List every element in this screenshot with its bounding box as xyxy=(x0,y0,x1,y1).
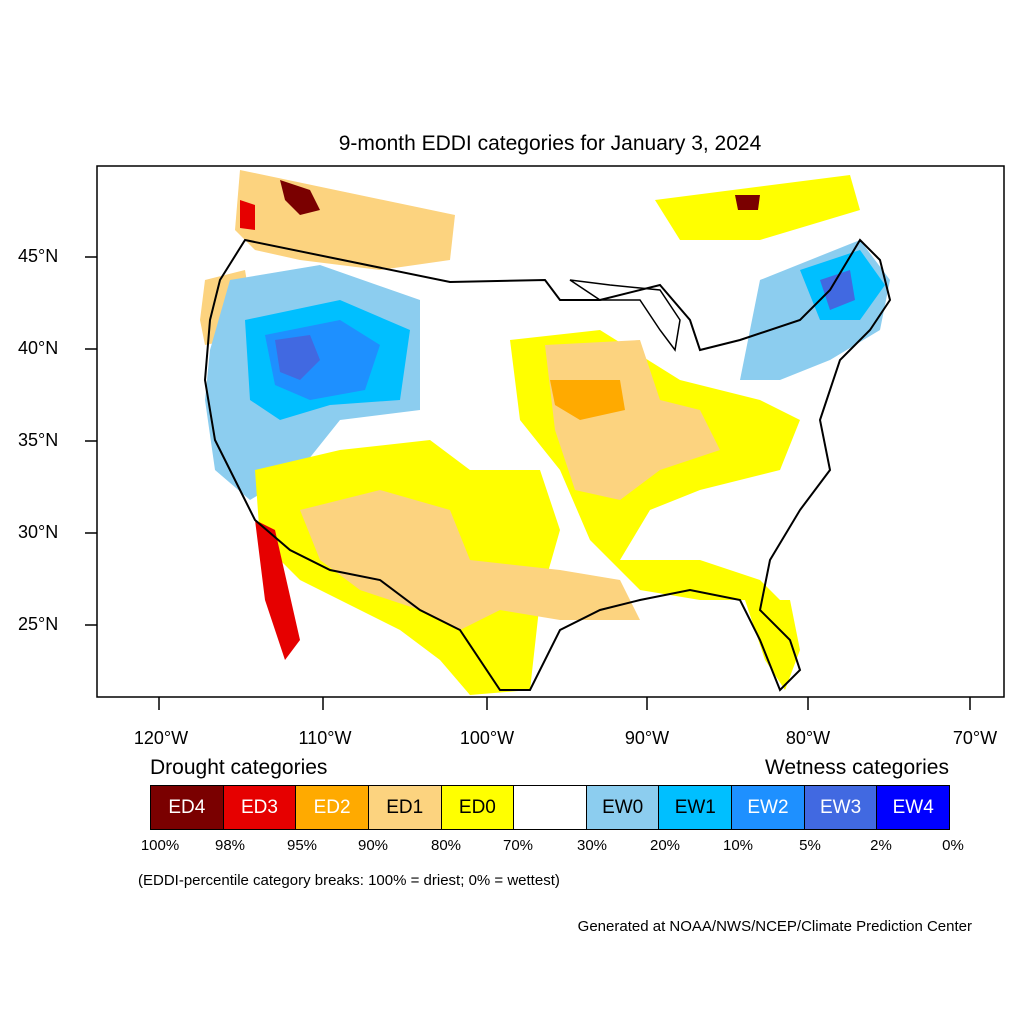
region-ed1-southwest xyxy=(300,490,640,630)
legend-swatch-ed2: ED2 xyxy=(296,786,369,829)
region-ed4-great-lakes xyxy=(735,195,760,210)
legend-label-ew4: EW4 xyxy=(892,796,934,818)
region-ed3-northwest xyxy=(240,200,255,230)
wetness-categories-heading: Wetness categories xyxy=(764,756,949,779)
break-label: 90% xyxy=(357,837,389,854)
lat-label-25: 25°N xyxy=(18,614,59,634)
category-breaks-note: (EDDI-percentile category breaks: 100% =… xyxy=(138,872,560,889)
legend-label-ew2: EW2 xyxy=(747,796,789,818)
lat-label-45: 45°N xyxy=(18,246,59,266)
legend-swatch-ew2: EW2 xyxy=(732,786,805,829)
lat-label-35: 35°N xyxy=(18,430,59,450)
lon-label-110: 110°W xyxy=(298,728,352,748)
break-label: 80% xyxy=(430,837,462,854)
break-label: 2% xyxy=(870,837,892,854)
legend-swatch-ew4: EW4 xyxy=(877,786,950,829)
legend-swatch-ed0: ED0 xyxy=(441,786,515,829)
legend-swatch-ed4: ED4 xyxy=(151,786,224,829)
legend-swatch-neutral xyxy=(514,786,587,829)
legend-swatch-ew0: EW0 xyxy=(586,786,660,829)
legend-label-ed2: ED2 xyxy=(313,796,351,818)
legend-label-ed0: ED0 xyxy=(458,796,496,818)
lon-label-120: 120°W xyxy=(133,728,189,748)
region-ew3-northeast xyxy=(820,270,855,310)
region-ed3-baja xyxy=(255,520,300,660)
lon-label-70: 70°W xyxy=(952,728,998,748)
lon-label-90: 90°W xyxy=(624,728,670,748)
us-outline xyxy=(203,238,892,692)
drought-categories-heading: Drought categories xyxy=(150,756,328,779)
break-label: 0% xyxy=(942,837,964,854)
break-label: 5% xyxy=(799,837,821,854)
lat-ticks xyxy=(85,256,97,626)
legend-swatch-ed1: ED1 xyxy=(368,786,442,829)
legend-color-bar: ED4 ED3 ED2 ED1 ED0 EW0 EW1 EW2 EW3 EW4 xyxy=(150,785,950,830)
break-label: 100% xyxy=(140,837,180,854)
legend-swatch-ew3: EW3 xyxy=(804,786,878,829)
region-ew3-west xyxy=(275,335,320,380)
great-lakes-outline xyxy=(569,279,681,352)
region-ed1-northwest xyxy=(235,170,455,270)
break-label: 10% xyxy=(722,837,754,854)
legend-label-ew3: EW3 xyxy=(819,796,862,818)
region-ed0-florida xyxy=(745,600,800,690)
credit-line: Generated at NOAA/NWS/NCEP/Climate Predi… xyxy=(577,918,972,935)
lat-label-40: 40°N xyxy=(18,338,59,358)
break-label: 70% xyxy=(502,837,534,854)
legend-label-ew0: EW0 xyxy=(602,796,644,818)
break-label: 20% xyxy=(649,837,681,854)
legend-label-ew1: EW1 xyxy=(674,796,716,818)
break-label: 95% xyxy=(286,837,318,854)
map-fill-layer xyxy=(200,170,890,695)
legend-label-ed3: ED3 xyxy=(240,796,278,818)
legend-swatch-ed3: ED3 xyxy=(223,786,297,829)
lon-ticks xyxy=(158,697,971,710)
lon-label-100: 100°W xyxy=(459,728,515,748)
break-label: 98% xyxy=(214,837,246,854)
map-title: 9-month EDDI categories for January 3, 2… xyxy=(338,132,762,155)
legend-swatch-ew1: EW1 xyxy=(659,786,733,829)
lat-label-30: 30°N xyxy=(18,522,59,542)
region-ed2-midwest xyxy=(550,380,625,420)
break-label: 30% xyxy=(576,837,608,854)
legend-label-ed1: ED1 xyxy=(386,796,424,818)
plot-frame xyxy=(96,165,1005,698)
legend-label-ed4: ED4 xyxy=(168,796,206,818)
region-ed4-northwest xyxy=(280,180,320,215)
lon-label-80: 80°W xyxy=(785,728,831,748)
